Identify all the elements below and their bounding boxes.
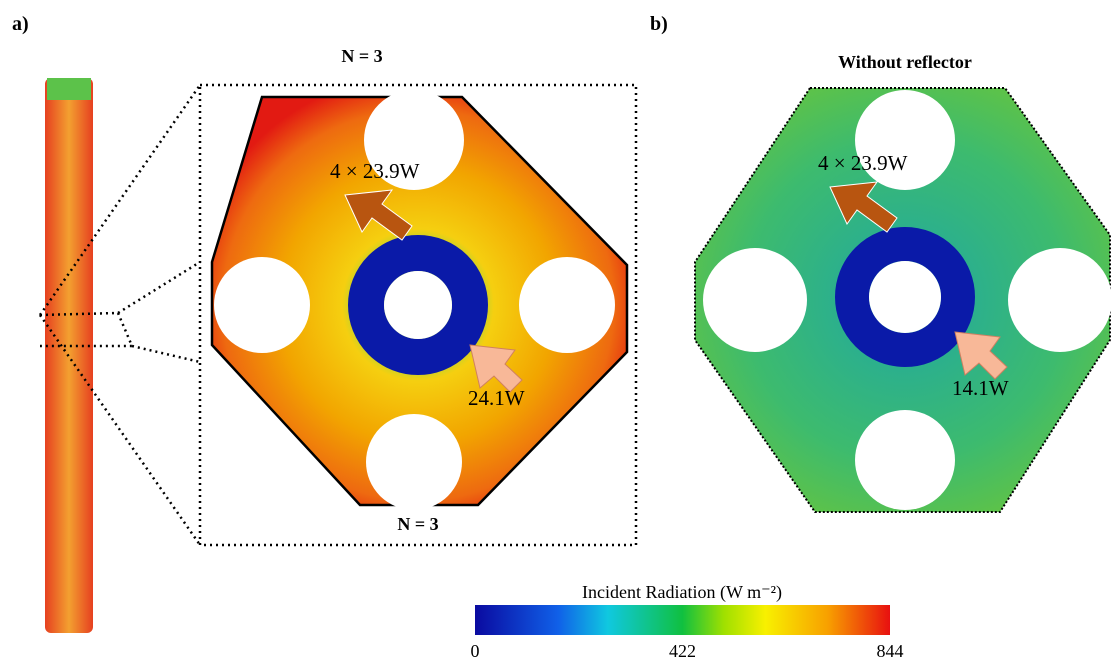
annotation: 14.1W <box>952 376 1009 400</box>
bottom-label: N = 3 <box>397 514 438 534</box>
colorbar-title: Incident Radiation (W m⁻²) <box>582 582 782 603</box>
panel-title: N = 3 <box>341 46 382 66</box>
annotation: 4 × 23.9W <box>818 151 908 175</box>
figure: a) N = 3 4 × 23.9W 24.1W N = 3 b) Withou… <box>0 0 1113 662</box>
annotation: 24.1W <box>468 386 525 410</box>
colorbar-tick-label: 844 <box>877 641 904 661</box>
tube <box>384 271 452 339</box>
panel-title: Without reflector <box>838 52 972 72</box>
colorbar-tick-label: 0 <box>471 641 480 661</box>
panel-label: a) <box>12 13 29 35</box>
tube <box>869 261 941 333</box>
colorbar-tick-label: 422 <box>669 641 696 661</box>
colorbar-ticks: 0 422 844 <box>471 641 904 661</box>
colorbar <box>475 605 890 635</box>
column-top <box>47 78 91 100</box>
annotation: 4 × 23.9W <box>330 159 420 183</box>
panel-label: b) <box>650 13 668 35</box>
